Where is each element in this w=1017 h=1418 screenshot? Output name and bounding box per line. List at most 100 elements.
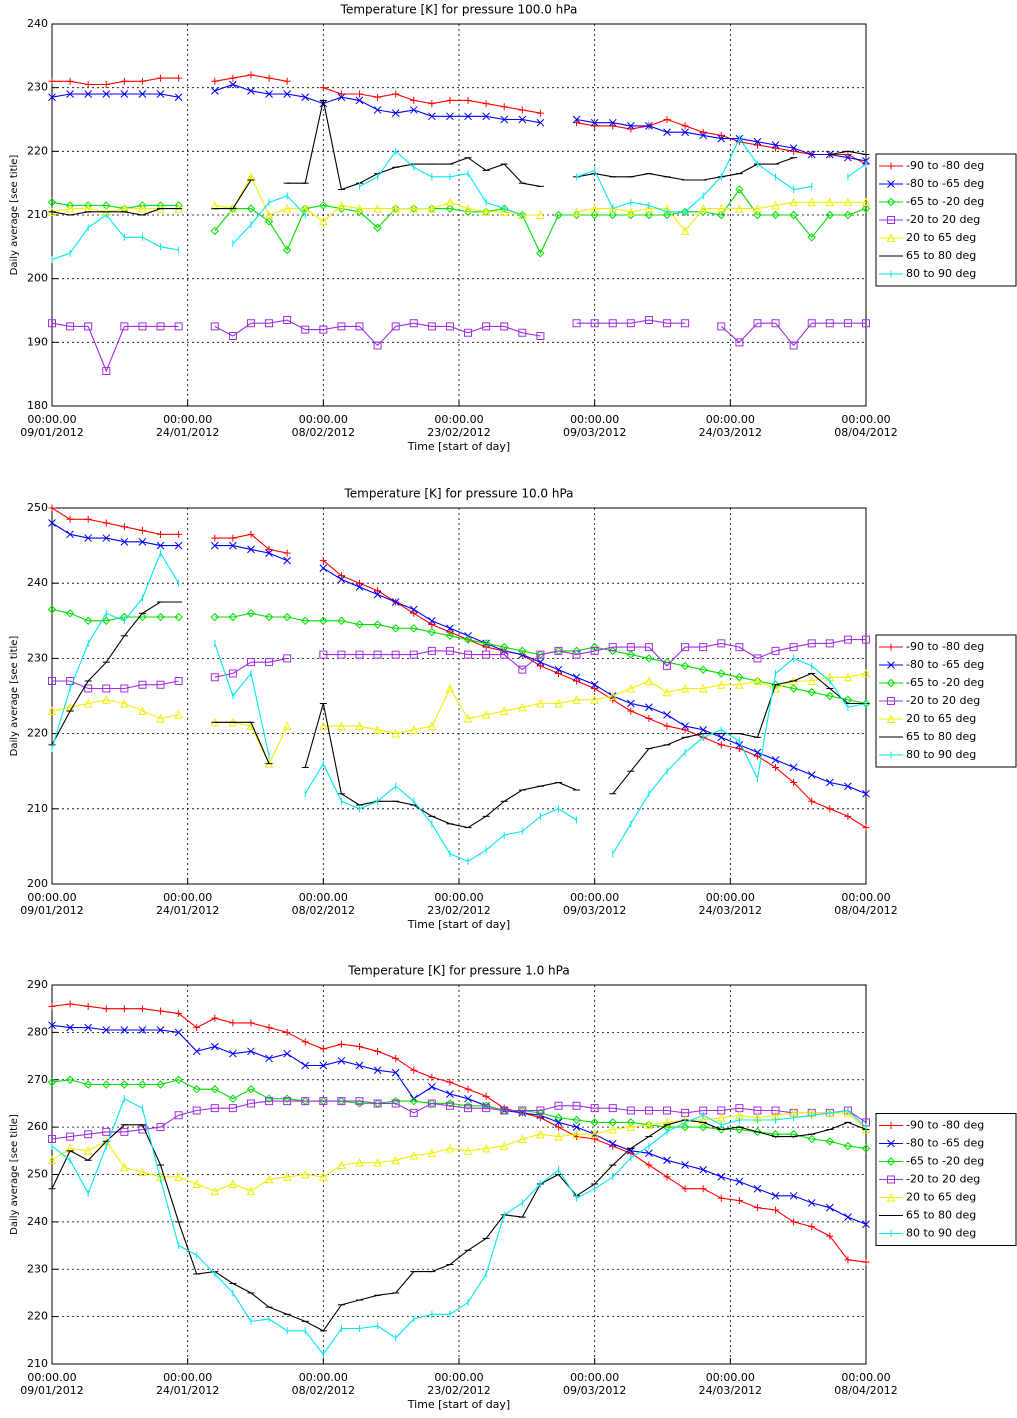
data-point [735,1104,744,1113]
data-point [319,325,328,334]
data-point [518,702,527,712]
data-point [771,210,780,220]
x-axis-label: Time [start of day] [407,918,510,931]
x-tick-label: 08/04/2012 [834,904,897,917]
data-point [83,1080,93,1089]
data-point [428,1083,436,1091]
data-point [192,1106,201,1115]
data-point [228,1094,238,1103]
data-point [211,534,219,542]
data-point [789,684,798,693]
data-point [482,1092,490,1100]
data-point [48,93,56,102]
legend-label: -65 to -20 deg [906,1155,984,1168]
y-axis-label: Daily average [see title] [9,155,20,276]
data-point [464,1094,472,1103]
data-point [265,658,274,667]
data-point [283,1049,292,1058]
series-line [51,551,867,863]
data-point [554,1101,563,1110]
data-point [300,1169,310,1179]
data-point [536,210,545,219]
data-point [807,319,816,328]
data-point [609,122,617,130]
data-point [681,722,689,730]
data-point [428,112,436,121]
series-line [51,1003,867,1263]
data-point [608,118,617,127]
data-point [771,1130,780,1139]
data-point [445,197,455,207]
data-point [157,530,165,538]
data-point [644,676,654,685]
data-point [808,797,816,805]
data-point [499,207,509,216]
data-point [663,128,671,137]
data-point [554,669,562,677]
data-point [246,1099,255,1108]
data-point [518,1106,527,1115]
data-point [283,549,291,557]
data-point [66,1023,74,1032]
series-line [51,319,866,373]
data-point [282,245,292,255]
data-point [337,1040,345,1048]
data-point [644,643,653,652]
data-point [844,782,852,791]
data-point [554,1123,562,1131]
data-point [156,1123,165,1132]
data-point [536,1108,545,1118]
data-point [175,74,183,82]
data-point [844,1213,852,1221]
legend-label: 65 to 80 deg [906,1209,976,1222]
data-point [699,1165,708,1174]
data-point [120,1162,129,1172]
y-tick-label: 220 [27,1310,48,1323]
data-point [699,128,707,136]
data-point [138,680,147,689]
data-point [608,319,617,328]
x-tick-time: 00:00.00 [434,891,483,904]
data-point [210,1104,219,1113]
data-point [47,605,57,614]
data-point [680,207,690,217]
data-point [753,210,762,220]
data-point [428,616,436,625]
data-point [825,639,834,648]
data-point [210,1186,220,1196]
data-point [409,319,418,328]
data-point [101,695,111,704]
x-tick-time: 00:00.00 [706,413,755,426]
y-tick-label: 230 [27,651,48,664]
data-point [174,1111,183,1120]
data-point [572,207,581,216]
data-point [84,534,93,542]
data-point [681,1108,690,1117]
legend-marker [887,697,895,705]
data-point [409,1108,418,1117]
data-point [663,661,672,670]
series-line [51,100,867,216]
data-point [554,210,563,220]
data-point [663,710,671,719]
data-point [626,207,636,216]
data-point [808,1223,816,1231]
data-point [247,545,255,554]
data-point [138,90,147,98]
data-point [862,1220,870,1229]
x-tick-time: 00:00.00 [841,413,890,426]
data-point [210,541,219,550]
data-point [264,210,274,219]
data-point [282,721,292,731]
data-point [698,1122,708,1132]
data-point [138,1167,147,1177]
x-tick-label: 24/01/2012 [156,904,219,917]
data-point [500,1106,509,1115]
data-point [716,1113,726,1122]
y-tick-label: 250 [27,501,48,514]
data-point [446,112,454,121]
data-point [355,1158,364,1167]
data-point [464,112,472,121]
